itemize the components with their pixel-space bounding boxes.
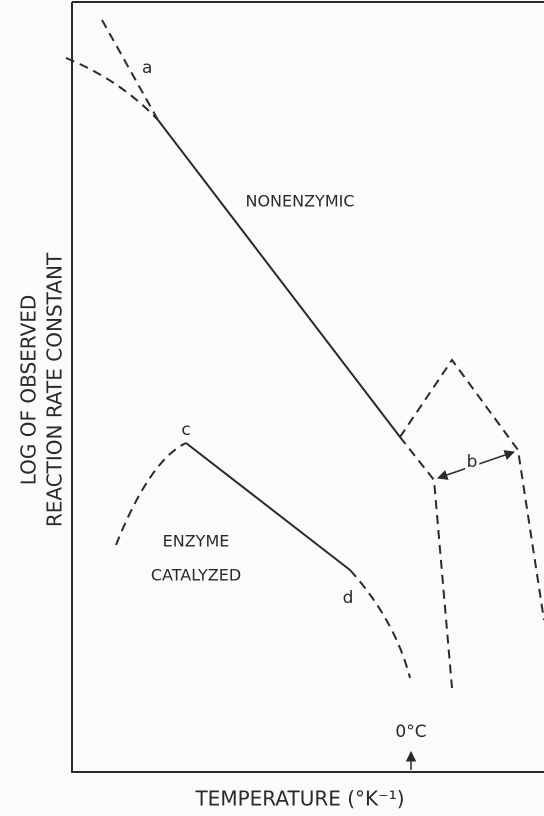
arrow-b bbox=[437, 450, 515, 480]
label-enzyme: ENZYME bbox=[163, 532, 230, 551]
enzyme-line bbox=[185, 442, 351, 571]
curve-upper-branch bbox=[399, 358, 544, 621]
nonenzymic-line bbox=[157, 119, 401, 438]
label-d: d bbox=[343, 588, 354, 608]
enzyme-fall bbox=[349, 569, 411, 679]
label-b: b bbox=[467, 452, 478, 472]
frame bbox=[71, 2, 544, 773]
x-axis-label: TEMPERATURE (°K⁻¹) bbox=[194, 787, 404, 811]
label-nonenzymic: NONENZYMIC bbox=[245, 192, 354, 211]
label-zero: 0°C bbox=[395, 722, 426, 742]
label-a: a bbox=[142, 58, 152, 78]
curve-a bbox=[101, 19, 159, 121]
label-c: c bbox=[181, 420, 190, 440]
label-catalyzed: CATALYZED bbox=[151, 566, 241, 585]
y-axis-line1: LOG OF OBSERVED bbox=[17, 295, 41, 486]
y-axis-line2: REACTION RATE CONSTANT bbox=[43, 252, 67, 527]
curve-lower-branch bbox=[399, 436, 453, 689]
enzyme-rise bbox=[115, 442, 187, 546]
